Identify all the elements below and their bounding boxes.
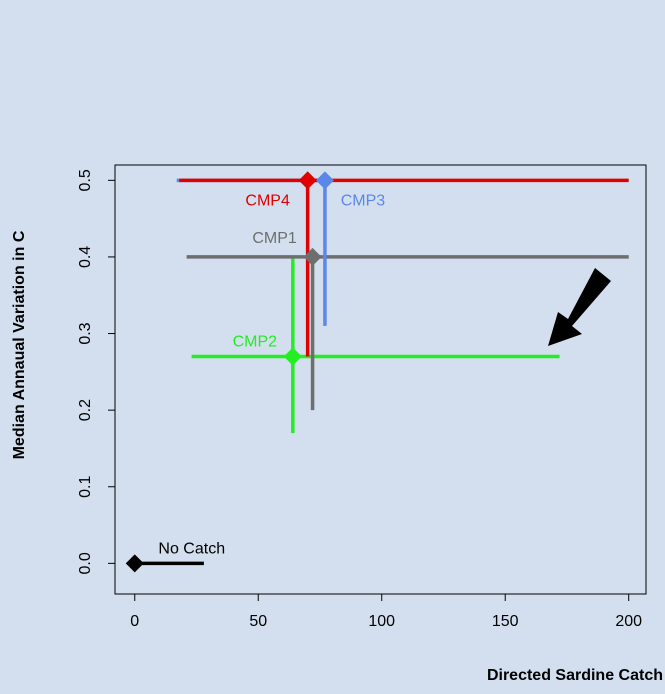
x-tick-label: 0 — [130, 613, 139, 630]
point-label: CMP1 — [252, 230, 297, 247]
arrow — [548, 268, 611, 346]
point-label: No Catch — [158, 541, 225, 558]
x-tick-label: 150 — [492, 613, 519, 630]
y-tick-label: 0.4 — [77, 246, 94, 268]
x-tick-label: 50 — [249, 613, 267, 630]
point — [283, 347, 302, 366]
x-tick-label: 200 — [615, 613, 642, 630]
y-tick-label: 0.1 — [77, 476, 94, 498]
y-tick-label: 0.5 — [77, 169, 94, 191]
point-label: CMP3 — [341, 193, 386, 210]
plot-frame — [114, 164, 647, 595]
point-label: CMP2 — [233, 334, 278, 351]
y-tick-label: 0.0 — [77, 552, 94, 574]
y-tick-label: 0.2 — [77, 399, 94, 421]
point — [298, 171, 317, 190]
y-tick-label: 0.3 — [77, 322, 94, 344]
point — [315, 171, 334, 190]
y-axis-label: Median Annaual Variation in C — [11, 230, 28, 459]
point — [125, 554, 144, 573]
point — [303, 247, 322, 266]
x-axis-label: Directed Sardine Catch — [487, 667, 663, 684]
x-tick-label: 100 — [368, 613, 395, 630]
point-label: CMP4 — [245, 193, 290, 210]
